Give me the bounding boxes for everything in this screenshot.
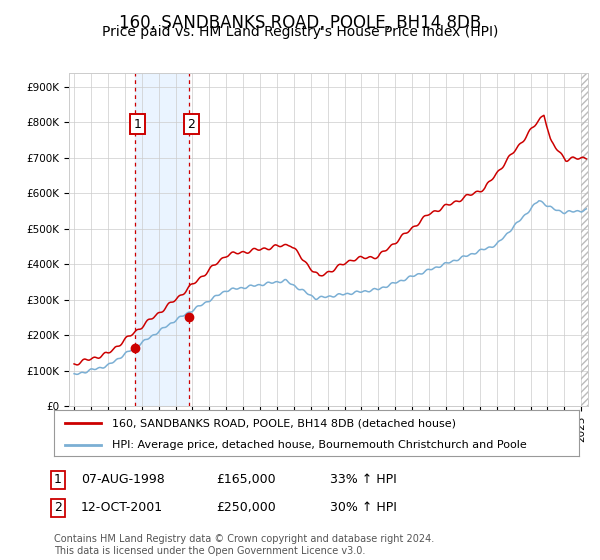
Text: 2: 2 [54, 501, 62, 515]
Text: £165,000: £165,000 [216, 473, 275, 487]
Text: 1: 1 [54, 473, 62, 487]
Text: 2: 2 [187, 118, 196, 131]
Text: 33% ↑ HPI: 33% ↑ HPI [330, 473, 397, 487]
Text: £250,000: £250,000 [216, 501, 276, 515]
Text: Contains HM Land Registry data © Crown copyright and database right 2024.
This d: Contains HM Land Registry data © Crown c… [54, 534, 434, 556]
Text: 160, SANDBANKS ROAD, POOLE, BH14 8DB (detached house): 160, SANDBANKS ROAD, POOLE, BH14 8DB (de… [112, 418, 456, 428]
Bar [581, 73, 590, 406]
Text: Price paid vs. HM Land Registry's House Price Index (HPI): Price paid vs. HM Land Registry's House … [102, 25, 498, 39]
Text: 1: 1 [134, 118, 142, 131]
Text: HPI: Average price, detached house, Bournemouth Christchurch and Poole: HPI: Average price, detached house, Bour… [112, 440, 527, 450]
Text: 07-AUG-1998: 07-AUG-1998 [81, 473, 165, 487]
Text: 160, SANDBANKS ROAD, POOLE, BH14 8DB: 160, SANDBANKS ROAD, POOLE, BH14 8DB [119, 14, 481, 32]
Text: 12-OCT-2001: 12-OCT-2001 [81, 501, 163, 515]
Text: 30% ↑ HPI: 30% ↑ HPI [330, 501, 397, 515]
Bar [135, 73, 189, 406]
